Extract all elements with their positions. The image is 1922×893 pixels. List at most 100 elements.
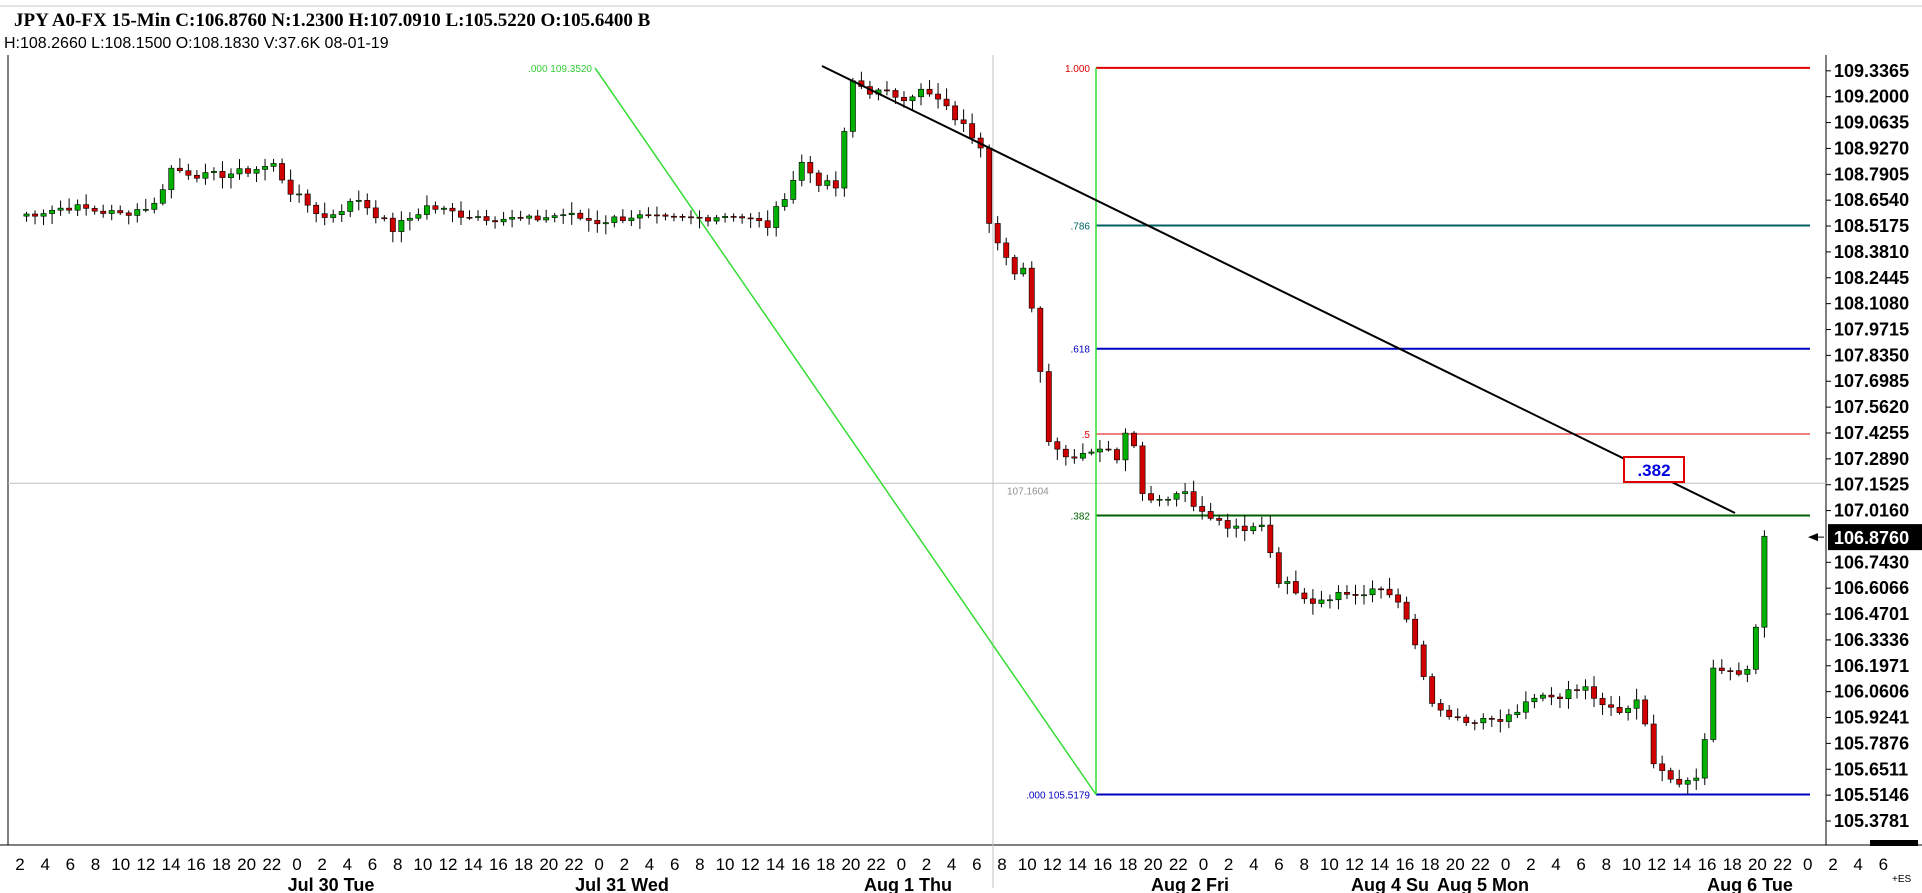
candle [1301, 588, 1308, 604]
candle [1463, 714, 1470, 727]
time-tick-label: 20 [237, 855, 256, 874]
fib-level-label: .618 [1071, 345, 1091, 356]
candle [918, 83, 924, 106]
price-tick-label: 107.1525 [1834, 475, 1909, 495]
price-tick-label: 107.5620 [1834, 397, 1909, 417]
candle [1096, 440, 1103, 463]
candle [338, 204, 345, 222]
candle [1701, 733, 1708, 786]
candle [49, 205, 56, 225]
time-tick-label: 6 [670, 855, 679, 874]
candle [1028, 261, 1035, 313]
candle [1258, 516, 1265, 532]
candle [262, 158, 268, 181]
candle [1454, 708, 1461, 721]
candle [159, 184, 166, 206]
candle [1752, 624, 1759, 675]
candle [83, 194, 90, 216]
candle [534, 209, 541, 222]
candle [577, 209, 584, 221]
candle [57, 200, 64, 216]
candle [1165, 496, 1172, 506]
candle [926, 80, 933, 97]
candle [100, 204, 107, 218]
time-tick-label: 12 [1345, 855, 1364, 874]
day-label: Jul 30 Tue [288, 875, 375, 893]
candle [841, 127, 848, 197]
candle [1352, 584, 1359, 605]
time-tick-label: 18 [514, 855, 533, 874]
candle [185, 163, 192, 180]
candle [1216, 515, 1223, 526]
candle [1650, 714, 1657, 769]
time-tick-label: 16 [1093, 855, 1112, 874]
price-tick-label: 106.0606 [1834, 682, 1909, 702]
candle [986, 144, 993, 233]
candle [1020, 262, 1027, 277]
candle [253, 166, 260, 183]
time-tick-label: 8 [1299, 855, 1308, 874]
candle [1642, 695, 1649, 727]
price-tick-label: 107.4255 [1834, 423, 1909, 443]
candle [125, 210, 132, 225]
candle [1437, 698, 1444, 717]
candle [117, 205, 124, 216]
time-tick-label: 18 [212, 855, 231, 874]
time-tick-label: 6 [1274, 855, 1283, 874]
candle [458, 201, 464, 226]
candle [1710, 659, 1717, 743]
candle [1684, 777, 1691, 795]
candle [1267, 515, 1274, 558]
candle [722, 213, 729, 223]
candle [747, 213, 754, 228]
time-tick-label: 6 [66, 855, 75, 874]
grid-layer: 107.1604 [0, 5, 1922, 888]
time-tick-label: 2 [1224, 855, 1233, 874]
time-tick-label: 2 [317, 855, 326, 874]
time-tick-label: 8 [91, 855, 100, 874]
candle [347, 198, 354, 218]
candle [884, 81, 890, 96]
price-tick-label: 108.7905 [1834, 164, 1909, 184]
candle [1079, 443, 1086, 461]
time-tick-label: 10 [111, 855, 130, 874]
day-label: Aug 1 Thu [864, 875, 952, 893]
time-tick-label: 18 [816, 855, 835, 874]
candle [1071, 448, 1078, 464]
candle [1114, 447, 1120, 464]
candle [526, 214, 533, 225]
candle [364, 193, 371, 215]
time-tick-label: 0 [594, 855, 603, 874]
candle [696, 210, 703, 229]
candle [1326, 594, 1333, 609]
candle [509, 209, 516, 228]
candle [219, 161, 226, 189]
candle [713, 214, 720, 225]
candle [1548, 687, 1555, 706]
price-axis[interactable]: 109.3365 109.2000 109.0635 108.9270 108.7905… [1808, 61, 1922, 831]
candle [594, 210, 601, 233]
time-tick-label: 18 [1421, 855, 1440, 874]
candle [585, 208, 592, 232]
time-tick-label: 22 [564, 855, 583, 874]
candle [1582, 679, 1589, 700]
candle [475, 210, 481, 221]
scroll-marker[interactable] [1870, 840, 1918, 846]
candle [543, 209, 550, 223]
candle [142, 198, 149, 213]
time-tick-label: 0 [292, 855, 301, 874]
candle [406, 212, 413, 231]
time-tick-label: 20 [1748, 855, 1767, 874]
price-tick-label: 105.3781 [1834, 811, 1909, 831]
time-tick-label: 10 [1320, 855, 1339, 874]
price-tick-label: 107.2890 [1834, 449, 1909, 469]
candle [23, 211, 30, 222]
candle [66, 198, 73, 214]
candle [943, 88, 950, 110]
time-axis[interactable]: 2 4 6 8 10 12 14 16 18 20 22 0 2 4 6 8 10 12 14 16 18 20 22 0 2 4… [15, 840, 1918, 893]
price-tick-label: 106.3336 [1834, 630, 1909, 650]
candle [1284, 576, 1291, 595]
swing-line [594, 67, 1097, 795]
candle [134, 203, 141, 223]
